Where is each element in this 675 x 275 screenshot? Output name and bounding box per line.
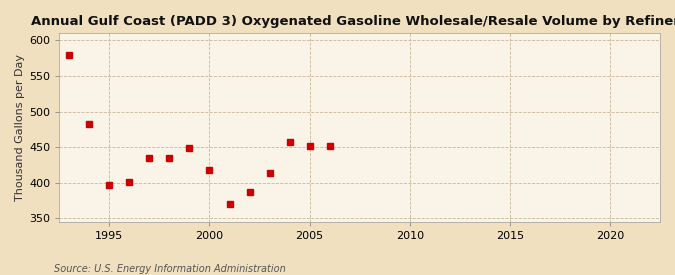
Title: Annual Gulf Coast (PADD 3) Oxygenated Gasoline Wholesale/Resale Volume by Refine: Annual Gulf Coast (PADD 3) Oxygenated Ga… — [31, 15, 675, 28]
Text: Source: U.S. Energy Information Administration: Source: U.S. Energy Information Administ… — [54, 264, 286, 274]
Y-axis label: Thousand Gallons per Day: Thousand Gallons per Day — [15, 54, 25, 201]
